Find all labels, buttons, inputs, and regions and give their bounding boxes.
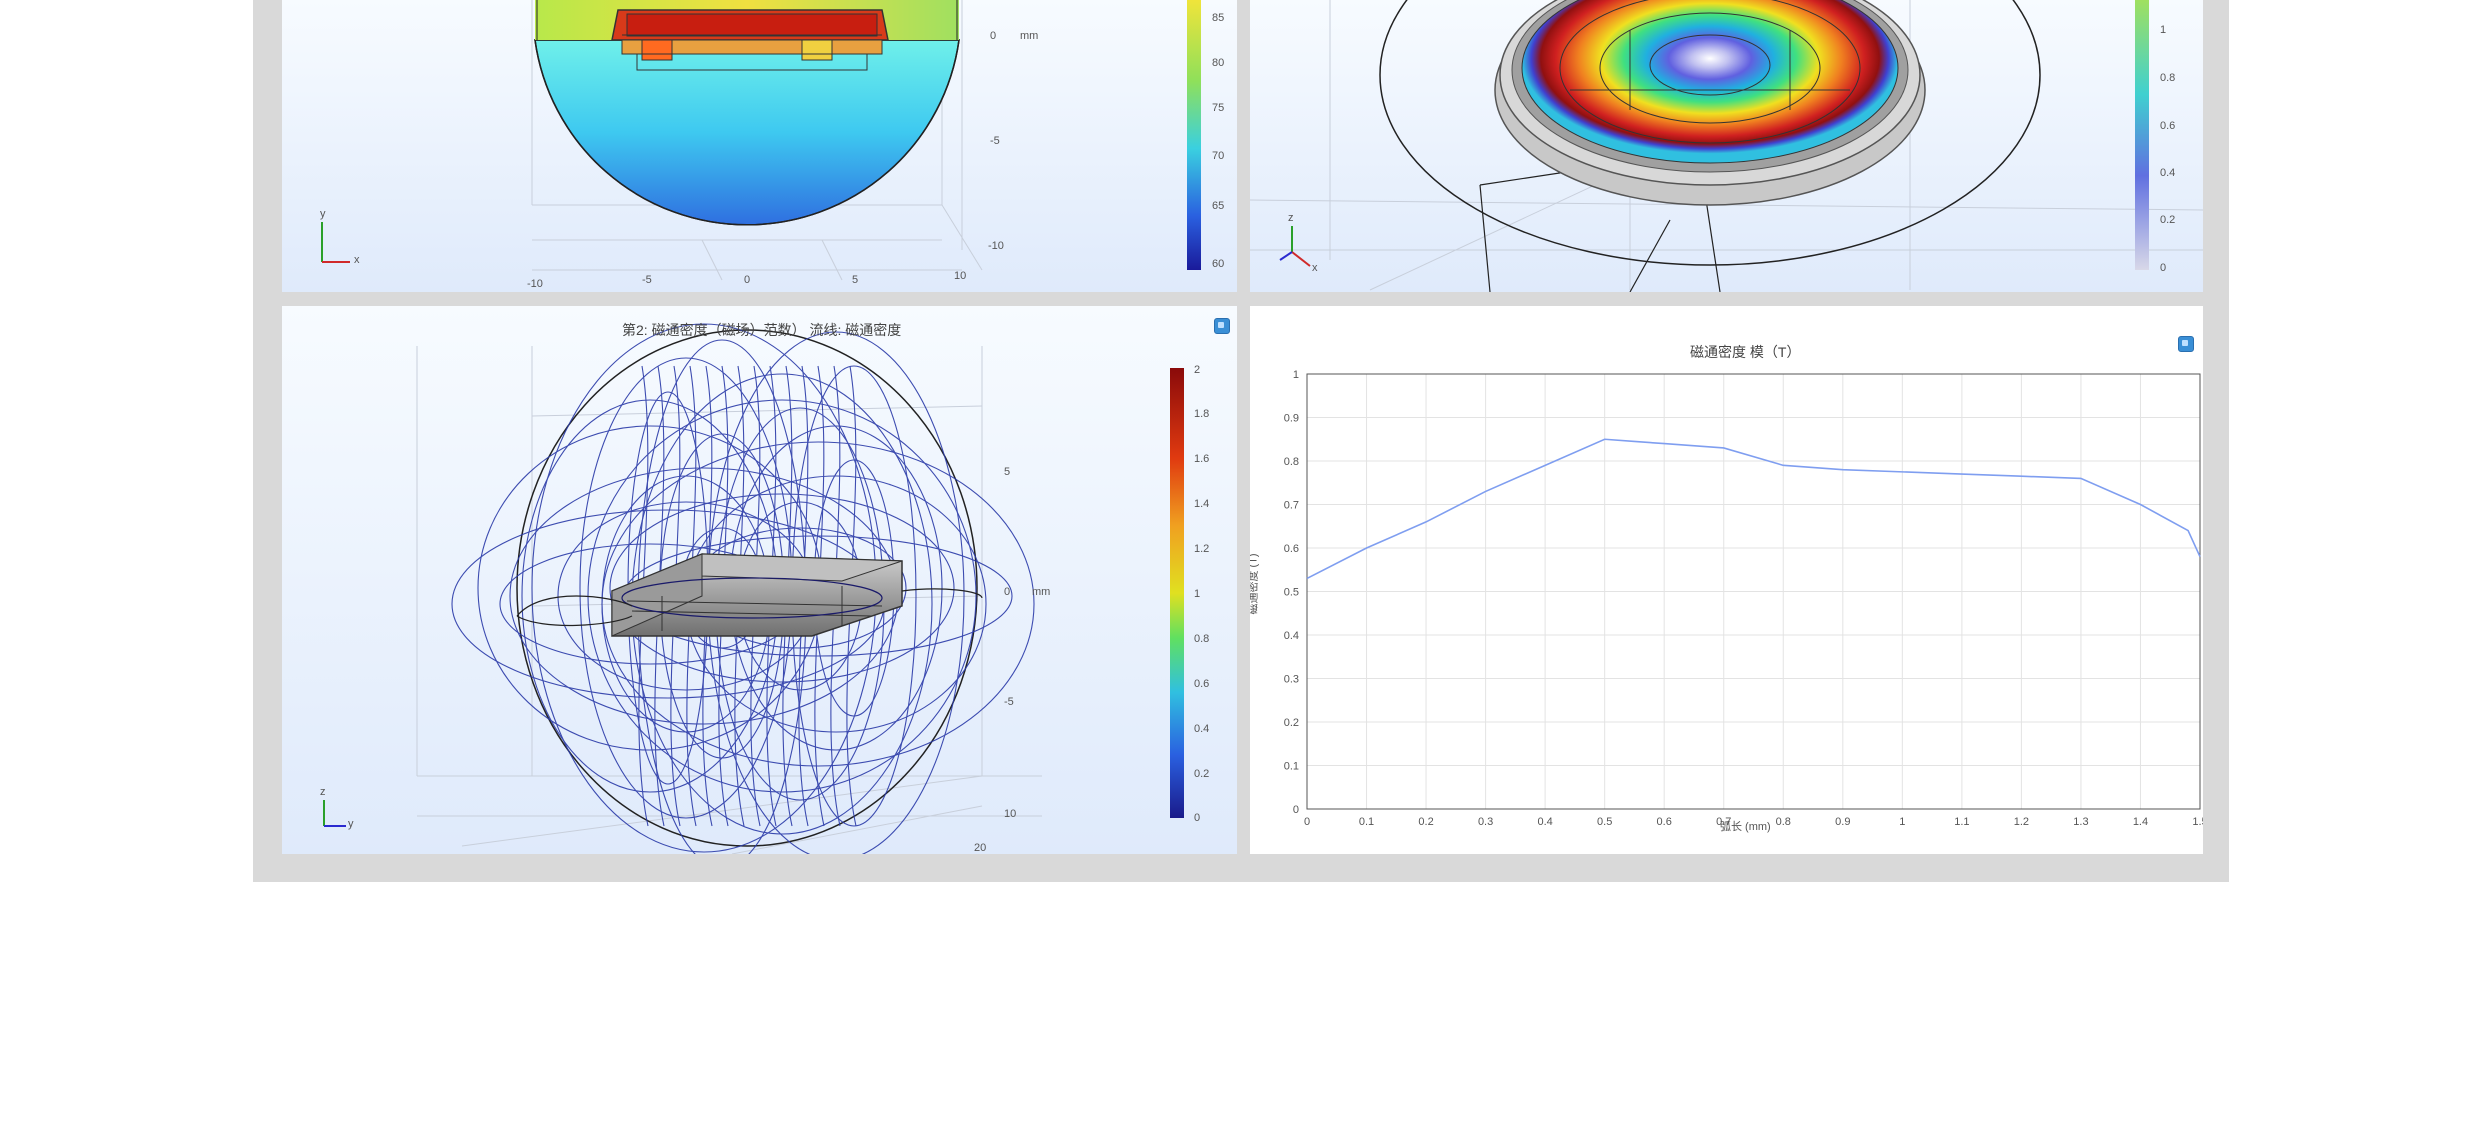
- colorbar-tick: 0.8: [1194, 633, 1210, 645]
- streamline-plot: [323, 323, 1184, 854]
- colorbar-tick: 0.8: [2160, 72, 2176, 84]
- y-tick-label: 0.4: [1284, 630, 1299, 642]
- axis-tick-bottom: -10: [527, 278, 543, 290]
- colorbar-tick: 70: [1212, 150, 1225, 162]
- colorbar-tick: 0.4: [2160, 167, 2176, 179]
- flux-density-chart: 0 0.1 0.2 0.3 0.4 0.5 0.6 0.7 0.8 0.9 1 1.1 1.2 1.3 1.…: [1284, 369, 2203, 828]
- x-tick-label: 0.4: [1537, 816, 1552, 828]
- y-tick-label: 0: [1293, 804, 1299, 816]
- colorbar-tick: 0.2: [2160, 214, 2176, 226]
- colorbar-tick: 80: [1212, 57, 1225, 69]
- plot-top-left[interactable]: y x 85 80 75 70 65 60 0 mm -5 -10 -10 -5…: [282, 0, 1237, 292]
- triad-x-label: x: [1312, 262, 1318, 274]
- y-tick-label: 0.9: [1284, 413, 1299, 425]
- axis-tick-right: 0: [990, 30, 997, 42]
- x-tick-label: 1.1: [1954, 816, 1969, 828]
- axis-tick-bottom: -5: [642, 274, 652, 286]
- triad-x-label: x: [354, 254, 360, 266]
- colorbar-tick: 1.6: [1194, 453, 1210, 465]
- temperature-plot: [321, 0, 1201, 281]
- axis-tick-right: mm: [1020, 30, 1039, 42]
- colorbar-tick: 0.6: [1194, 678, 1210, 690]
- chart-title: 磁通密度 模（T）: [1690, 344, 1801, 360]
- x-tick-label: 0.2: [1418, 816, 1433, 828]
- triad-z-label: z: [320, 786, 326, 798]
- streamline: [601, 441, 1035, 767]
- plot-bottom-right[interactable]: 磁通密度 模（T） 磁通密度 (T) 弧长 (mm) 0 0.1 0.2 0.3 0.4…: [1250, 306, 2203, 854]
- triad-y-label: y: [348, 818, 354, 830]
- x-tick-label: 0.1: [1359, 816, 1374, 828]
- axis-tick-bottom: 0: [744, 274, 751, 286]
- plot-area-border: [1306, 373, 2201, 810]
- colorbar-tick: 60: [1212, 258, 1225, 270]
- colorbar-tick: 1: [2160, 24, 2167, 36]
- y-tick-label: 0.1: [1284, 761, 1299, 773]
- plot-title: 第2: 磁通密度（磁场）范数） 流线: 磁通密度: [622, 322, 902, 338]
- colorbar-tick: 1.8: [1194, 408, 1210, 420]
- colorbar-tick: 0.2: [1194, 768, 1210, 780]
- chart-xlabel: 弧长 (mm): [1720, 821, 1771, 833]
- axis-tick-right: 5: [1004, 466, 1011, 478]
- colorbar-tick: 75: [1212, 102, 1225, 114]
- colorbar-tick: 0.6: [2160, 120, 2176, 132]
- axis-tick-right: mm: [1032, 586, 1051, 598]
- x-tick-label: 0.9: [1835, 816, 1850, 828]
- axis-tick-right: 10: [1004, 808, 1017, 820]
- plot-bottom-left[interactable]: 第2: 磁通密度（磁场）范数） 流线: 磁通密度 z y 2 1.8 1.6 1…: [282, 306, 1237, 854]
- colorbar-tick: 1.2: [1194, 543, 1210, 555]
- y-tick-label: 0.6: [1284, 543, 1299, 555]
- axis-tick-right: 20: [974, 842, 987, 854]
- field-norm-plot: [1250, 0, 2203, 292]
- colorbar-tick: 0.4: [1194, 723, 1210, 735]
- y-tick-label: 0.2: [1284, 717, 1299, 729]
- x-tick-label: 0.6: [1657, 816, 1672, 828]
- axis-tick-right: -5: [990, 135, 1000, 147]
- x-tick-label: 1: [1899, 816, 1905, 828]
- axis-tick-right: 0: [1004, 586, 1011, 598]
- x-tick-label: 1.3: [2073, 816, 2088, 828]
- x-tick-label: 0.8: [1776, 816, 1791, 828]
- colorbar-tick: 85: [1212, 12, 1225, 24]
- colorbar-tick: 1.4: [1194, 498, 1210, 510]
- y-tick-label: 0.8: [1284, 456, 1299, 468]
- x-tick-label: 1.2: [2014, 816, 2029, 828]
- triad-y-label: y: [320, 208, 326, 220]
- x-tick-label: 1.5: [2192, 816, 2203, 828]
- plot-top-right[interactable]: z x 1 0.8 0.6 0.4 0.2 0: [1250, 0, 2203, 292]
- colorbar-tick: 1: [1194, 588, 1201, 600]
- axis-tick-right: -10: [988, 240, 1004, 252]
- colorbar-tick: 2: [1194, 364, 1201, 376]
- y-tick-label: 0.7: [1284, 500, 1299, 512]
- series-line: [1306, 438, 2201, 580]
- colorbar-tick: 0: [2160, 262, 2167, 274]
- colorbar-tick: 0: [1194, 812, 1201, 824]
- x-tick-label: 0.5: [1597, 816, 1612, 828]
- plot-toolbar-icon[interactable]: [1214, 318, 1230, 334]
- x-tick-label: 1.4: [2133, 816, 2148, 828]
- triad-z-label: z: [1288, 212, 1294, 224]
- x-tick-label: 0: [1304, 816, 1310, 828]
- y-tick-label: 0.3: [1284, 674, 1299, 686]
- plot-toolbar-icon[interactable]: [2178, 336, 2194, 352]
- colorbar-tick: 65: [1212, 200, 1225, 212]
- axis-tick-bottom: 10: [954, 270, 967, 282]
- streamline: [609, 493, 955, 683]
- y-tick-label: 1: [1293, 369, 1299, 381]
- axis-tick-bottom: 5: [852, 274, 859, 286]
- x-tick-label: 0.3: [1478, 816, 1493, 828]
- x-tick-label: 0.7: [1716, 816, 1731, 828]
- axis-tick-right: -5: [1004, 696, 1014, 708]
- y-tick-label: 0.5: [1284, 587, 1299, 599]
